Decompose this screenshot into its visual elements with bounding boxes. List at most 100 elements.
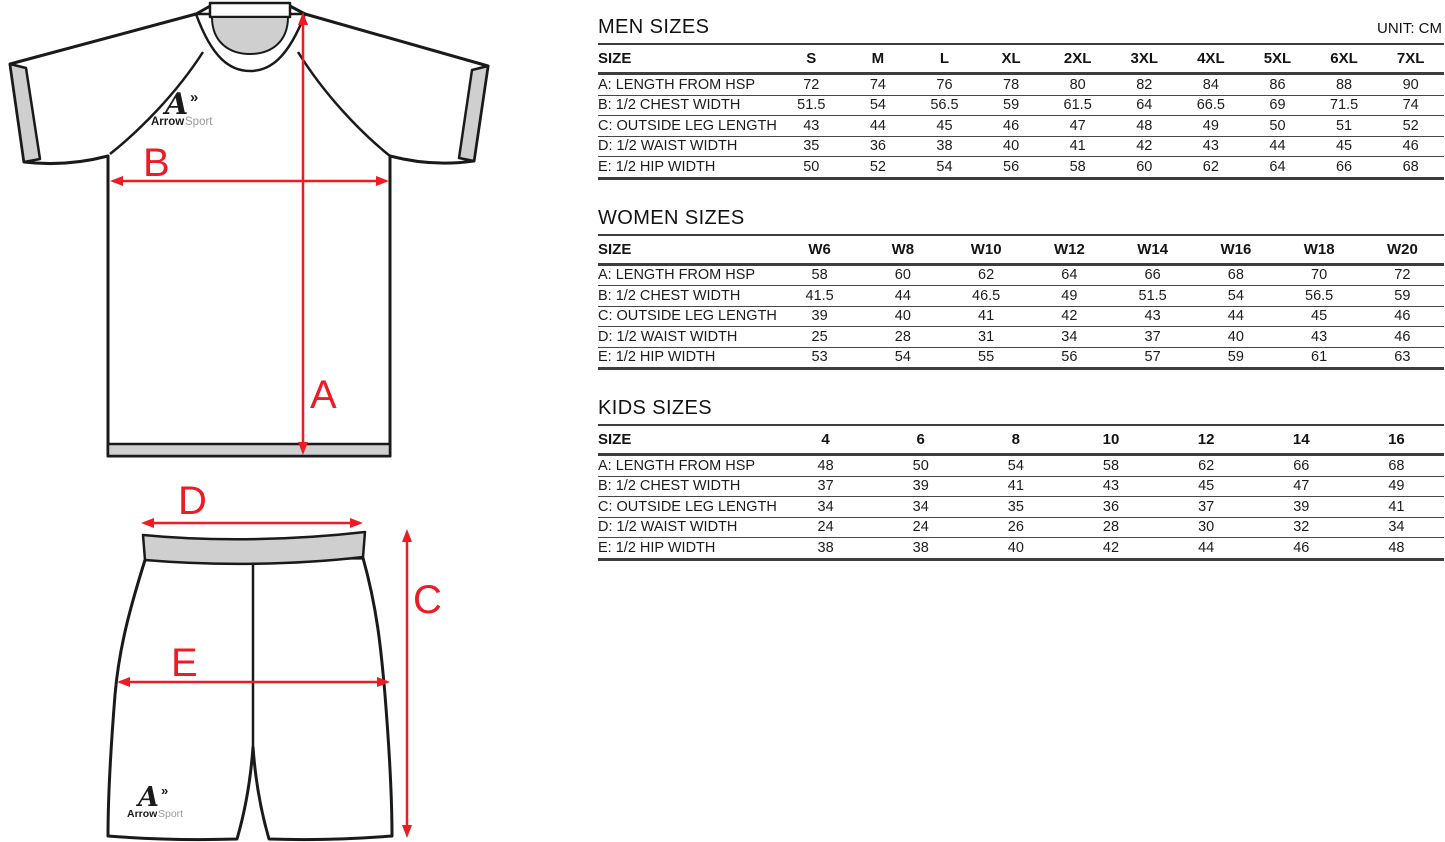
size-value-cell: 41: [1044, 136, 1111, 157]
size-value-cell: 34: [778, 496, 874, 518]
shorts-waistband: [141, 530, 367, 566]
table-row: D: 1/2 WAIST WIDTH 35 36 38 40 41 42 43 44 45 46: [598, 136, 1444, 157]
size-value-cell: 39: [1253, 496, 1349, 518]
size-column-label: SIZE: [598, 424, 778, 456]
size-value-cell: 44: [861, 285, 945, 307]
size-value-cell: 51.5: [1111, 285, 1195, 307]
size-value-cell: 25: [778, 326, 862, 348]
size-value-cell: 46: [1360, 326, 1444, 348]
size-value-cell: 50: [873, 454, 969, 477]
size-value-cell: 68: [1377, 156, 1444, 180]
size-value-cell: 74: [1377, 95, 1444, 116]
measurement-row-label: C: OUTSIDE LEG LENGTH: [598, 306, 778, 327]
size-value-cell: 64: [1110, 95, 1178, 116]
size-value-cell: 28: [861, 326, 945, 348]
size-value-cell: 38: [911, 136, 978, 157]
table-row: B: 1/2 CHEST WIDTH 41.5 44 46.5 49 51.5 54 56.5…: [598, 285, 1444, 307]
size-value-cell: 24: [873, 517, 969, 538]
table-row: C: OUTSIDE LEG LENGTH 34 34 35 36 37 39 41: [598, 496, 1444, 518]
size-column-header: 4: [778, 424, 874, 456]
size-value-cell: 46: [1377, 136, 1444, 157]
label-c: C: [413, 578, 442, 622]
garment-measurement-diagram: A » Arrow Sport A B: [8, 1, 490, 842]
size-column-header: W16: [1194, 233, 1278, 266]
size-value-cell: 44: [1244, 136, 1311, 157]
table-row: D: 1/2 WAIST WIDTH 24 24 26 28 30 32 34: [598, 517, 1444, 538]
size-value-cell: 56.5: [1277, 285, 1361, 307]
size-value-cell: 84: [1177, 73, 1245, 96]
size-value-cell: 47: [1044, 115, 1111, 137]
size-value-cell: 40: [861, 306, 945, 327]
size-value-cell: 58: [1063, 454, 1159, 477]
size-value-cell: 48: [1348, 537, 1444, 561]
size-column-header: L: [911, 43, 978, 75]
size-value-cell: 80: [1044, 73, 1111, 96]
table-row: D: 1/2 WAIST WIDTH 25 28 31 34 37 40 43 46: [598, 326, 1444, 348]
size-value-cell: 54: [1194, 285, 1278, 307]
size-value-cell: 46: [1360, 306, 1444, 327]
size-value-cell: 54: [844, 95, 912, 116]
size-value-cell: 32: [1253, 517, 1349, 538]
size-value-cell: 72: [1360, 264, 1444, 286]
size-value-cell: 58: [1044, 156, 1111, 180]
size-value-cell: 86: [1244, 73, 1311, 96]
size-value-cell: 34: [1027, 326, 1111, 348]
size-value-cell: 53: [778, 347, 862, 370]
table-row: E: 1/2 HIP WIDTH 38 38 40 42 44 46 48: [598, 537, 1444, 561]
size-value-cell: 28: [1063, 517, 1159, 538]
size-value-cell: 60: [1110, 156, 1178, 180]
label-a: A: [310, 373, 337, 417]
logo-name-bold: Arrow: [151, 116, 184, 128]
header-row: SIZE W6 W8 W10 W12 W14 W16 W18 W20: [598, 233, 1444, 266]
size-tables-panel: MEN SIZES UNIT: CM SIZE S M L XL 2XL 3XL 4XL 5XL…: [598, 16, 1444, 561]
logo-name-bold: Arrow: [127, 808, 158, 820]
size-value-cell: 40: [977, 136, 1045, 157]
size-column-header: 16: [1348, 424, 1444, 456]
measure-arrow-e: [117, 677, 390, 687]
size-column-header: 14: [1253, 424, 1349, 456]
size-value-cell: 68: [1348, 454, 1444, 477]
size-column-header: W20: [1360, 233, 1444, 266]
size-value-cell: 66.5: [1177, 95, 1245, 116]
size-value-cell: 59: [1360, 285, 1444, 307]
size-value-cell: 49: [1348, 476, 1444, 497]
size-value-cell: 82: [1110, 73, 1178, 96]
table-row: C: OUTSIDE LEG LENGTH 39 40 41 42 43 44 45 46: [598, 306, 1444, 327]
size-value-cell: 45: [911, 115, 978, 137]
size-value-cell: 57: [1111, 347, 1195, 370]
size-value-cell: 62: [944, 264, 1028, 286]
measurement-row-label: B: 1/2 CHEST WIDTH: [598, 285, 778, 307]
unit-label: UNIT: CM: [1377, 20, 1442, 37]
size-value-cell: 44: [1158, 537, 1254, 561]
table-row: A: LENGTH FROM HSP 58 60 62 64 66 68 70 72: [598, 264, 1444, 286]
kids-sizes-title: KIDS SIZES: [598, 397, 713, 419]
size-value-cell: 42: [1063, 537, 1159, 561]
size-value-cell: 41: [944, 306, 1028, 327]
measure-arrow-b: [110, 176, 389, 186]
size-value-cell: 52: [1377, 115, 1444, 137]
size-column-header: 12: [1158, 424, 1254, 456]
measure-arrow-c: [402, 529, 412, 838]
table-row: B: 1/2 CHEST WIDTH 51.5 54 56.5 59 61.5 64 66.5…: [598, 95, 1444, 116]
size-value-cell: 41.5: [778, 285, 862, 307]
logo-a-glyph: A: [135, 782, 159, 813]
table-row: C: OUTSIDE LEG LENGTH 43 44 45 46 47 48 49 50 51 5…: [598, 115, 1444, 137]
size-value-cell: 56: [977, 156, 1045, 180]
size-value-cell: 52: [844, 156, 912, 180]
size-value-cell: 38: [778, 537, 874, 561]
measurement-row-label: A: LENGTH FROM HSP: [598, 264, 778, 286]
size-value-cell: 24: [778, 517, 874, 538]
size-value-cell: 48: [1110, 115, 1178, 137]
size-value-cell: 62: [1158, 454, 1254, 477]
tshirt-outline: [8, 3, 490, 458]
size-value-cell: 41: [1348, 496, 1444, 518]
size-value-cell: 36: [844, 136, 912, 157]
size-value-cell: 38: [873, 537, 969, 561]
measurement-row-label: A: LENGTH FROM HSP: [598, 73, 778, 96]
size-value-cell: 69: [1244, 95, 1311, 116]
size-value-cell: 26: [968, 517, 1064, 538]
size-value-cell: 40: [968, 537, 1064, 561]
logo-a-glyph: A: [162, 87, 188, 122]
size-value-cell: 43: [1063, 476, 1159, 497]
size-column-header: 10: [1063, 424, 1159, 456]
